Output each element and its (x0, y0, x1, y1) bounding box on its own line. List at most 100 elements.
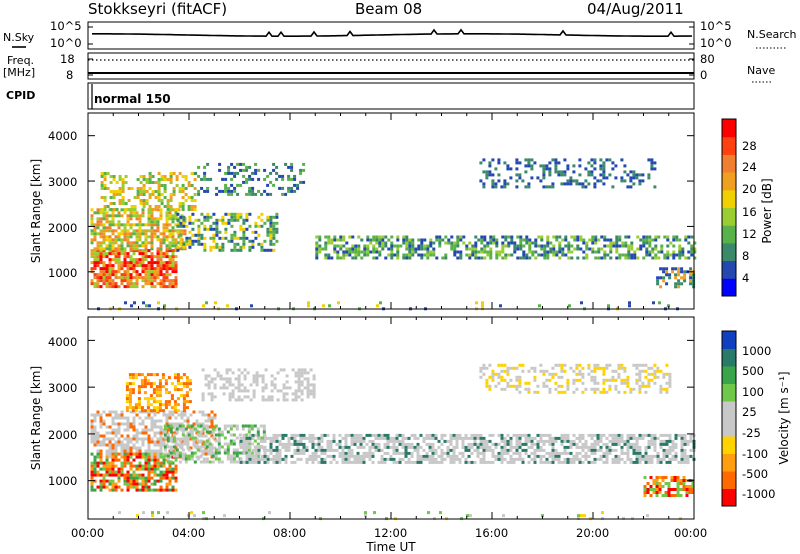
power-cell (620, 158, 624, 162)
power-cell (224, 236, 228, 240)
velocity-cell (488, 384, 492, 388)
power-cell (503, 185, 507, 189)
power-cell (171, 255, 175, 259)
power-cell (153, 223, 157, 227)
power-cell (390, 235, 394, 239)
power-cell (624, 244, 628, 248)
velocity-cell (169, 427, 173, 431)
power-cell (333, 247, 337, 251)
power-cell (633, 253, 637, 257)
velocity-cell (147, 461, 151, 465)
velocity-cell (572, 439, 576, 443)
velocity-cell (181, 457, 185, 461)
velocity-cell (150, 422, 154, 426)
velocity-cell (251, 460, 255, 464)
power-cell (148, 175, 152, 178)
velocity-cell (226, 457, 230, 461)
velocity-cell (533, 436, 537, 440)
power-cell (105, 279, 109, 283)
velocity-cell (602, 460, 606, 464)
velocity-cell (164, 382, 168, 386)
power-cell (518, 173, 522, 177)
power-cell (120, 241, 124, 245)
velocity-cell (126, 440, 130, 444)
power-cell (513, 247, 517, 251)
velocity-cell (311, 445, 315, 449)
velocity-cell (581, 433, 585, 437)
power-cell (108, 261, 112, 265)
power-cell (150, 279, 154, 283)
power-cell (236, 218, 240, 222)
velocity-cell (156, 467, 160, 471)
power-cell (193, 208, 197, 211)
velocity-cell (260, 439, 264, 443)
velocity-cell (137, 400, 141, 404)
power-cell (141, 258, 145, 262)
power-cell (411, 238, 415, 242)
power-cell (600, 256, 604, 260)
power-cell (632, 176, 636, 180)
power-cell (111, 279, 115, 283)
power-cell (564, 253, 568, 257)
power-cell (482, 185, 486, 189)
power-cell (138, 258, 142, 262)
power-cell (307, 304, 310, 308)
velocity-cell (581, 372, 585, 376)
power-cell (405, 247, 409, 251)
power-cell (203, 242, 207, 246)
velocity-cell (676, 485, 680, 488)
power-cell (150, 211, 154, 215)
velocity-cell (392, 442, 396, 446)
velocity-cell (488, 375, 492, 379)
power-cell (645, 250, 649, 254)
velocity-cell (291, 398, 295, 402)
power-cell (109, 202, 113, 205)
power-cell (138, 214, 142, 218)
power-cell (248, 174, 252, 178)
velocity-cell (680, 448, 684, 452)
power-cell (150, 214, 154, 218)
velocity-cell (273, 377, 277, 381)
velocity-cell (259, 424, 263, 428)
power-cell (197, 174, 201, 178)
velocity-cell (506, 381, 510, 385)
velocity-cell (347, 460, 351, 464)
velocity-cell (275, 445, 279, 449)
velocity-cell (114, 410, 118, 414)
velocity-cell (207, 392, 211, 396)
power-cell (524, 170, 528, 174)
power-cell (381, 235, 385, 239)
power-cell (538, 304, 541, 308)
velocity-cell (536, 442, 540, 446)
velocity-cell (302, 436, 306, 440)
power-cell (564, 244, 568, 248)
power-cell (402, 256, 406, 260)
power-cell (582, 241, 586, 245)
velocity-cell (287, 445, 291, 449)
velocity-cell (138, 416, 142, 420)
power-cell (105, 220, 109, 224)
velocity-cell (185, 385, 189, 389)
velocity-cell (620, 451, 624, 455)
velocity-cell (146, 382, 150, 386)
velocity-cell (590, 442, 594, 446)
velocity-cell (374, 436, 378, 440)
velocity-cell (602, 387, 606, 391)
velocity-cell (201, 398, 205, 402)
velocity-cell (347, 457, 351, 461)
velocity-cell (311, 451, 315, 455)
velocity-cell (683, 457, 687, 461)
velocity-cell (138, 422, 142, 426)
velocity-cell (297, 380, 301, 384)
power-cell (190, 208, 194, 211)
power-cell (236, 215, 240, 219)
velocity-cell (665, 454, 669, 458)
velocity-cell (90, 440, 94, 444)
velocity-cell (380, 436, 384, 440)
velocity-cell (125, 385, 129, 389)
velocity-cell (282, 386, 286, 390)
velocity-cell (179, 388, 183, 392)
velocity-cell (452, 451, 456, 455)
velocity-cell (302, 451, 306, 455)
velocity-cell (509, 445, 513, 449)
